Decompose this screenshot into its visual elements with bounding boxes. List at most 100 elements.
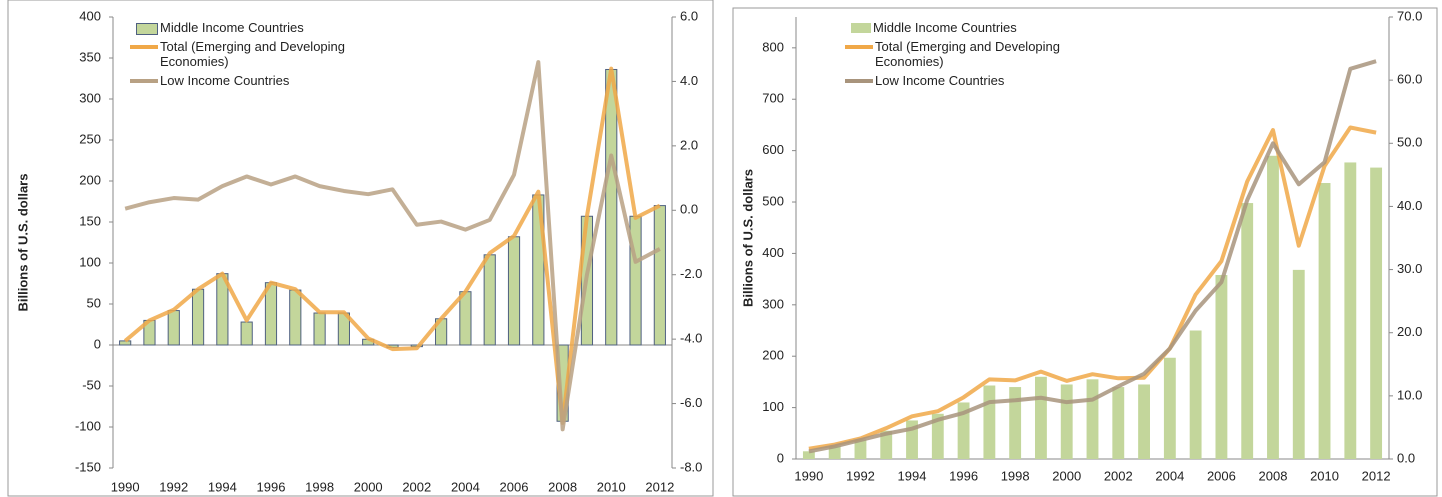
y-tick-label: 200	[79, 172, 101, 187]
y-tick-label: 0	[777, 450, 784, 465]
x-tick-label: 2000	[354, 479, 383, 494]
bar	[1189, 330, 1202, 459]
line	[124, 60, 661, 432]
y-tick-label: 700	[762, 91, 784, 106]
bar	[1163, 357, 1176, 459]
bar	[653, 205, 666, 346]
y2-tick-label: 40.0	[1397, 198, 1422, 213]
y-tick-label: 300	[79, 90, 101, 105]
y2-tick-label: -8.0	[680, 459, 702, 474]
y2-tick-label: 10.0	[1397, 387, 1422, 402]
y2-tick-label: 30.0	[1397, 261, 1422, 276]
bar	[119, 340, 132, 346]
y2-tick-label: 4.0	[680, 73, 698, 88]
x-tick-label: 1994	[208, 479, 237, 494]
bar	[240, 321, 253, 346]
y-tick-label: 50	[87, 295, 101, 310]
bar	[854, 439, 867, 459]
y-tick-label: -150	[75, 459, 101, 474]
x-tick-label: 2008	[548, 479, 577, 494]
line	[808, 125, 1377, 451]
x-tick-label: 2010	[597, 479, 626, 494]
x-tick-label: 2002	[1104, 468, 1133, 483]
x-tick-label: 2006	[1207, 468, 1236, 483]
x-tick-label: 2010	[1310, 468, 1339, 483]
y-tick-label: 100	[79, 254, 101, 269]
bar	[1035, 376, 1047, 459]
x-tick-label: 1996	[257, 479, 286, 494]
legend-swatch	[130, 79, 158, 83]
y2-tick-label: 60.0	[1397, 72, 1422, 87]
legend-label: Low Income Countries	[160, 73, 290, 88]
legend-swatch	[130, 45, 158, 49]
legend-item: Low Income Countries	[130, 73, 360, 88]
y-tick-label: 150	[79, 213, 101, 228]
legend-swatch	[845, 79, 873, 83]
bar	[459, 291, 472, 346]
bar	[1370, 167, 1383, 459]
legend-item: Total (Emerging and Developing Economies…	[845, 39, 1075, 69]
bar	[483, 254, 496, 346]
chart-frame	[7, 0, 714, 497]
x-tick-label: 1994	[898, 468, 927, 483]
y-tick-label: 100	[762, 399, 784, 414]
y-tick-label: 400	[79, 8, 101, 23]
y-tick-label: 200	[762, 348, 784, 363]
legend-label: Total (Emerging and Developing Economies…	[875, 39, 1060, 69]
x-tick-label: 2008	[1259, 468, 1288, 483]
x-tick-label: 1992	[846, 468, 875, 483]
bar	[906, 420, 918, 459]
x-tick-label: 1990	[111, 479, 140, 494]
bar	[629, 215, 642, 346]
x-tick-label: 2002	[402, 479, 431, 494]
legend-label: Total (Emerging and Developing Economies…	[160, 39, 345, 69]
y2-tick-label: -6.0	[680, 395, 702, 410]
legend-swatch	[845, 45, 873, 49]
line	[808, 59, 1377, 454]
legend: Middle Income Countries Total (Emerging a…	[845, 20, 1075, 92]
x-tick-label: 1998	[305, 479, 334, 494]
bar	[931, 413, 944, 459]
bar	[1009, 387, 1022, 459]
x-tick-label: 2012	[1362, 468, 1391, 483]
bar	[957, 402, 970, 459]
bar	[1267, 155, 1279, 459]
chart: -150 -100 -50 0 50 100 150 200 250 300 350 400 -8.0 -…	[7, 0, 714, 497]
chart: 0 100 200 300 400 500 600 700 800 0.0 10.0 20.0 30.0…	[732, 7, 1438, 497]
bar	[1292, 269, 1305, 459]
line	[123, 66, 661, 425]
y-tick-label: -50	[82, 377, 101, 392]
y2-tick-label: 20.0	[1397, 324, 1422, 339]
bar	[191, 288, 205, 346]
legend-item: Total (Emerging and Developing Economies…	[130, 39, 360, 69]
y-tick-label: 0	[94, 336, 101, 351]
legend-label: Middle Income Countries	[873, 20, 1017, 35]
bar	[1344, 162, 1357, 459]
bar	[167, 310, 180, 346]
y2-tick-label: 2.0	[680, 137, 698, 152]
x-tick-label: 2006	[500, 479, 529, 494]
legend-label: Low Income Countries	[875, 73, 1005, 88]
chart-frame	[732, 7, 1438, 497]
y-axis-label: Billions of U.S. dollars	[15, 174, 30, 312]
bar	[1060, 384, 1073, 459]
legend-label: Middle Income Countries	[160, 20, 304, 35]
y2-tick-label: 0.0	[680, 202, 698, 217]
x-tick-label: 2004	[1155, 468, 1184, 483]
bar	[1112, 387, 1125, 459]
bar	[880, 430, 893, 459]
y2-tick-label: -4.0	[680, 331, 702, 346]
y2-tick-label: 70.0	[1397, 8, 1422, 23]
bar	[802, 451, 815, 459]
legend: Middle Income Countries Total (Emerging a…	[130, 20, 360, 92]
y-tick-label: 350	[79, 49, 101, 64]
legend-item: Middle Income Countries	[845, 20, 1075, 35]
y-tick-label: 250	[79, 131, 101, 146]
y-tick-label: -100	[75, 418, 101, 433]
y2-tick-label: -2.0	[680, 266, 702, 281]
bar	[1138, 384, 1150, 459]
bar	[1086, 379, 1099, 459]
y-tick-label: 300	[762, 296, 784, 311]
